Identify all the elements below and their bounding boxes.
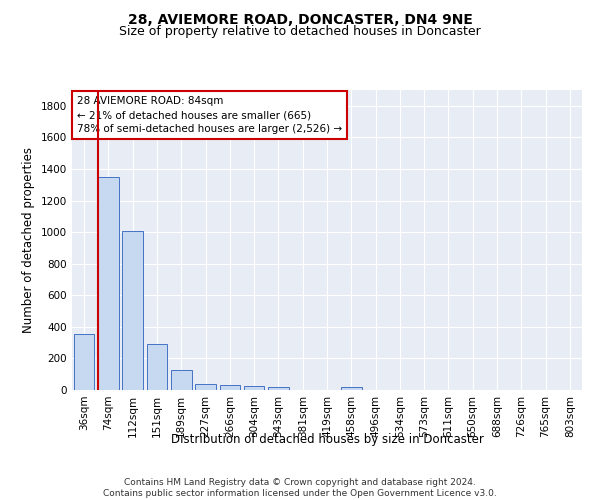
Bar (341, 387, 362, 390)
Bar (146, 344, 167, 390)
Text: 28, AVIEMORE ROAD, DONCASTER, DN4 9NE: 28, AVIEMORE ROAD, DONCASTER, DN4 9NE (128, 12, 472, 26)
Bar (268, 387, 289, 390)
Bar (195, 384, 216, 390)
Text: 28 AVIEMORE ROAD: 84sqm
← 21% of detached houses are smaller (665)
78% of semi-d: 28 AVIEMORE ROAD: 84sqm ← 21% of detache… (77, 96, 342, 134)
Bar (98, 177, 119, 390)
Bar (171, 370, 191, 390)
Text: Size of property relative to detached houses in Doncaster: Size of property relative to detached ho… (119, 25, 481, 38)
Y-axis label: Number of detached properties: Number of detached properties (22, 147, 35, 333)
Text: Distribution of detached houses by size in Doncaster: Distribution of detached houses by size … (170, 432, 484, 446)
Text: Contains HM Land Registry data © Crown copyright and database right 2024.
Contai: Contains HM Land Registry data © Crown c… (103, 478, 497, 498)
Bar (122, 232, 143, 390)
Bar (244, 386, 265, 390)
Bar (220, 385, 240, 390)
Bar (74, 334, 94, 390)
